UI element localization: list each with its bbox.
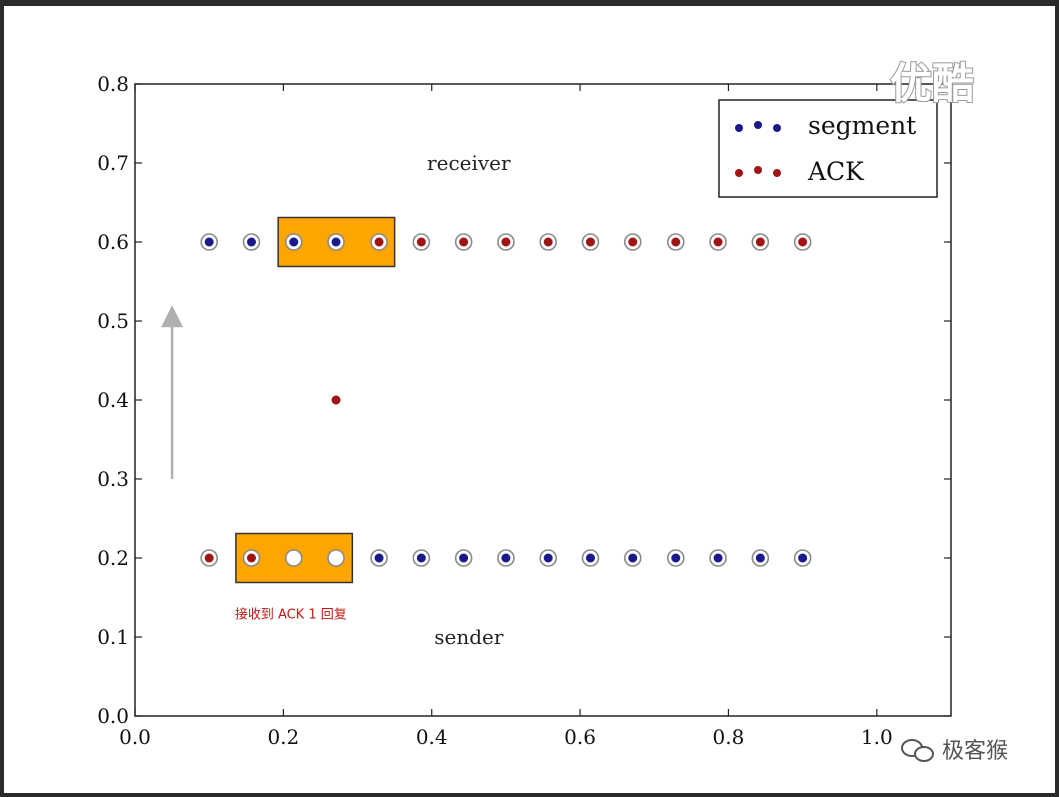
segment-dot [374, 553, 384, 563]
ack-dot [671, 237, 681, 247]
in-transit-ack-dot [331, 395, 341, 405]
windows-layer [235, 216, 396, 584]
segment-dot [628, 553, 638, 563]
segment-dot [671, 553, 681, 563]
ack-dot [459, 237, 469, 247]
segment-dot [755, 553, 765, 563]
sender-point [497, 549, 515, 567]
y-tick-label: 0.7 [97, 151, 129, 175]
arrow-head [161, 305, 184, 328]
sender-point [539, 549, 557, 567]
points-layer [200, 233, 812, 567]
axis-ticks: 0.0 0.2 0.4 0.6 0.8 1.0 0.0 0.1 0.2 0.3 0.4 0.5 0.6 0… [97, 72, 951, 749]
video-frame: 0.0 0.2 0.4 0.6 0.8 1.0 0.0 0.1 0.2 0.3 0.4 0.5 0.6 0… [4, 6, 1055, 793]
moving-points-layer [331, 395, 341, 405]
sender-point [370, 549, 388, 567]
x-tick-label: 0.0 [119, 725, 151, 749]
sender-point [751, 549, 770, 567]
ack-dot [204, 553, 214, 563]
ack-note-label: 接收到 ACK 1 回复 [235, 606, 347, 622]
y-tick-label: 0.8 [97, 72, 129, 96]
segment-dot [416, 553, 426, 563]
receiver-point [284, 233, 303, 251]
receiver-point [242, 233, 261, 251]
point-ring [284, 549, 303, 567]
x-tick-label: 0.6 [564, 725, 596, 749]
scatter-chart: 0.0 0.2 0.4 0.6 0.8 1.0 0.0 0.1 0.2 0.3 0.4 0.5 0.6 0… [97, 58, 1008, 764]
annotation-receiver: receiver [427, 151, 511, 175]
ack-dot [755, 237, 765, 247]
receiver-point [751, 233, 770, 251]
y-tick-label: 0.6 [97, 230, 129, 254]
segment-dot [798, 553, 808, 563]
segment-dot [713, 553, 723, 563]
receiver-point [200, 233, 218, 251]
upward-arrow [161, 305, 184, 479]
point-ring [327, 549, 345, 567]
annotation-sender: sender [434, 625, 504, 649]
x-tick-label: 0.8 [713, 725, 745, 749]
watermark-geekmonkey: 极客猴 [901, 739, 1008, 764]
sender-point [327, 549, 345, 567]
sender-point [242, 549, 261, 567]
receiver-point [539, 233, 557, 251]
receiver-point [581, 233, 600, 251]
sender-point [581, 549, 600, 567]
sender-point [793, 549, 812, 567]
receiver-point [623, 233, 642, 251]
x-tick-label: 0.2 [267, 725, 299, 749]
ack-dot [501, 237, 511, 247]
receiver-point [370, 233, 388, 251]
legend-label-segment: segment [808, 111, 916, 140]
sender-point [709, 549, 727, 567]
ack-dot [798, 237, 808, 247]
receiver-point [666, 233, 685, 251]
youku-logo-text: 优酷 [890, 59, 974, 108]
legend-marker-segment [735, 121, 781, 132]
legend-box [718, 99, 938, 198]
segment-dot [459, 553, 469, 563]
segment-dot [204, 237, 214, 247]
sender-point [666, 549, 685, 567]
receiver-point [327, 233, 345, 251]
legend-marker-ack [735, 166, 781, 177]
legend-label-ack: ACK [807, 157, 865, 186]
x-tick-label: 1.0 [861, 725, 893, 749]
wechat-icon [901, 739, 934, 762]
ack-dot [628, 237, 638, 247]
y-tick-label: 0.1 [97, 625, 129, 649]
sender-point [200, 549, 218, 567]
receiver-point [497, 233, 515, 251]
ack-dot [416, 237, 426, 247]
y-tick-label: 0.0 [97, 704, 129, 728]
receiver-point [709, 233, 727, 251]
ack-dot [543, 237, 553, 247]
geekmonkey-text: 极客猴 [942, 739, 1008, 764]
y-tick-label: 0.5 [97, 309, 129, 333]
sender-point [623, 549, 642, 567]
sender-point [284, 549, 303, 567]
ack-dot [374, 237, 384, 247]
sender-point [454, 549, 473, 567]
segment-dot [543, 553, 553, 563]
x-tick-label: 0.4 [416, 725, 448, 749]
receiver-point [412, 233, 431, 251]
y-tick-label: 0.4 [97, 388, 129, 412]
y-tick-label: 0.3 [97, 467, 129, 491]
watermark-youku: 优酷 [889, 58, 975, 109]
receiver-point [454, 233, 473, 251]
segment-dot [585, 553, 595, 563]
y-tick-label: 0.2 [97, 546, 129, 570]
ack-dot [713, 237, 723, 247]
segment-dot [501, 553, 511, 563]
segment-dot [331, 237, 341, 247]
sender-point [412, 549, 431, 567]
ack-dot [585, 237, 595, 247]
segment-dot [246, 237, 256, 247]
legend: segment ACK [718, 99, 938, 198]
receiver-point [793, 233, 812, 251]
segment-dot [289, 237, 299, 247]
ack-dot [246, 553, 256, 563]
